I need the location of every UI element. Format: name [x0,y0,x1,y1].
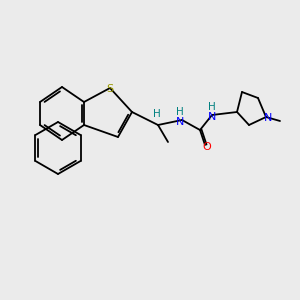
Text: N: N [208,112,216,122]
Text: S: S [106,84,114,94]
Text: H: H [176,107,184,117]
Text: H: H [153,109,161,119]
Text: H: H [208,102,216,112]
Text: O: O [202,142,211,152]
Text: N: N [264,113,272,123]
Text: N: N [176,117,184,127]
